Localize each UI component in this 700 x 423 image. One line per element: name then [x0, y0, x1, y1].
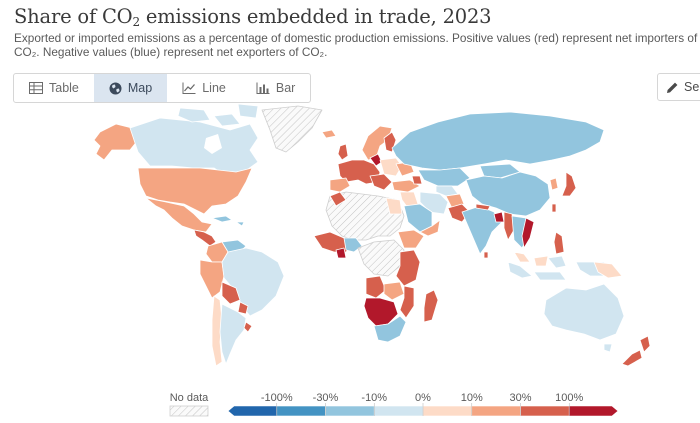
region-argentina: [219, 303, 247, 365]
region-hudson-bay: [204, 134, 222, 154]
region-angola: [365, 275, 387, 299]
table-icon: [29, 82, 43, 94]
title-subscript: 2: [132, 15, 140, 29]
legend-label: -10%: [361, 392, 387, 404]
region-chile: [211, 295, 223, 367]
legend-label: 100%: [555, 392, 583, 404]
region-sri-lanka: [483, 251, 489, 259]
region-china: [465, 171, 551, 217]
bar-chart-icon: [256, 82, 270, 94]
region-philippines: [553, 231, 565, 255]
region-vietnam: [521, 217, 535, 249]
legend-bin: [520, 405, 570, 417]
legend-bin: [227, 405, 278, 417]
region-canada: [129, 117, 259, 177]
region-malaysia: [513, 251, 549, 267]
legend-label: -30%: [313, 392, 339, 404]
region-caribbean: [211, 215, 245, 227]
line-chart-icon: [182, 82, 196, 94]
region-brazil: [221, 247, 285, 317]
legend-bin: [471, 405, 521, 417]
legend-label: -100%: [261, 392, 293, 404]
region-morocco: [329, 191, 347, 207]
region-caucasus: [411, 175, 423, 185]
region-greenland: [261, 105, 323, 153]
world-map: [93, 104, 651, 367]
region-iceland: [321, 129, 337, 139]
region-paraguay: [237, 301, 249, 315]
legend-label: 10%: [461, 392, 483, 404]
region-central-america: [193, 229, 217, 247]
legend-bin: [373, 405, 424, 417]
region-korea: [549, 177, 559, 191]
region-uruguay: [243, 321, 253, 333]
tab-map-label: Map: [127, 81, 153, 95]
view-tabs: Table Map Line Bar: [13, 73, 312, 103]
pencil-icon: [667, 82, 678, 93]
region-alaska: [93, 123, 139, 161]
region-australia: [543, 283, 625, 341]
region-mozambique: [399, 285, 415, 319]
region-bolivia: [221, 281, 241, 305]
region-iberia: [329, 177, 351, 193]
region-turkey: [391, 179, 421, 193]
region-japan: [561, 171, 577, 197]
tab-line-label: Line: [202, 81, 226, 95]
region-nepal: [475, 203, 491, 211]
legend-no-data-swatch: [169, 405, 209, 417]
region-central-africa: [357, 239, 405, 277]
region-myanmar: [503, 211, 515, 241]
tab-table[interactable]: Table: [14, 74, 94, 102]
color-legend: No data -100% -30% -10% 0% 10% 30% 100%: [169, 392, 619, 417]
region-ethiopia: [397, 229, 425, 249]
region-russia: [391, 111, 605, 171]
legend-bin: [568, 405, 619, 417]
region-ecuador-peru: [199, 259, 225, 299]
select-countries-button[interactable]: Sele: [657, 73, 700, 101]
region-papua: [593, 261, 623, 279]
region-taiwan: [551, 203, 557, 213]
region-gulf-coast: [335, 247, 347, 259]
region-indonesia: [507, 255, 615, 281]
region-bangladesh: [493, 211, 505, 223]
region-arctic-islands: [177, 104, 259, 127]
region-tasmania: [603, 343, 613, 353]
select-button-label: Sele: [684, 80, 700, 94]
tab-line[interactable]: Line: [167, 74, 241, 102]
region-uk: [337, 143, 349, 161]
region-balkans: [369, 173, 393, 191]
tab-bar[interactable]: Bar: [241, 74, 310, 102]
legend-bin: [422, 405, 473, 417]
region-north-africa: [325, 191, 405, 241]
legend-label: 30%: [509, 392, 531, 404]
region-egypt: [385, 197, 403, 215]
region-usa: [137, 167, 253, 215]
legend-bin: [276, 405, 326, 417]
region-zambia: [383, 281, 405, 301]
region-eastern-europe: [379, 157, 403, 177]
legend-labels: -100% -30% -10% 0% 10% 30% 100%: [261, 392, 584, 416]
chart-subtitle: Exported or imported emissions as a perc…: [14, 31, 698, 59]
legend-bin: [325, 405, 375, 417]
chart-title: Share of CO2 emissions embedded in trade…: [14, 5, 492, 29]
region-madagascar: [423, 289, 439, 323]
legend-no-data-label: No data: [170, 392, 209, 404]
region-south-africa: [373, 315, 407, 343]
region-kazakhstan: [417, 167, 471, 187]
legend-label: 0%: [415, 392, 431, 404]
tab-bar-label: Bar: [275, 81, 296, 95]
region-east-africa: [395, 249, 421, 287]
tab-map[interactable]: Map: [93, 74, 168, 102]
globe-icon: [109, 82, 122, 94]
region-new-zealand: [621, 335, 651, 367]
region-mexico: [145, 197, 213, 233]
legend-bins: [227, 405, 619, 417]
region-yemen-oman: [419, 219, 441, 237]
tab-table-label: Table: [49, 81, 79, 95]
